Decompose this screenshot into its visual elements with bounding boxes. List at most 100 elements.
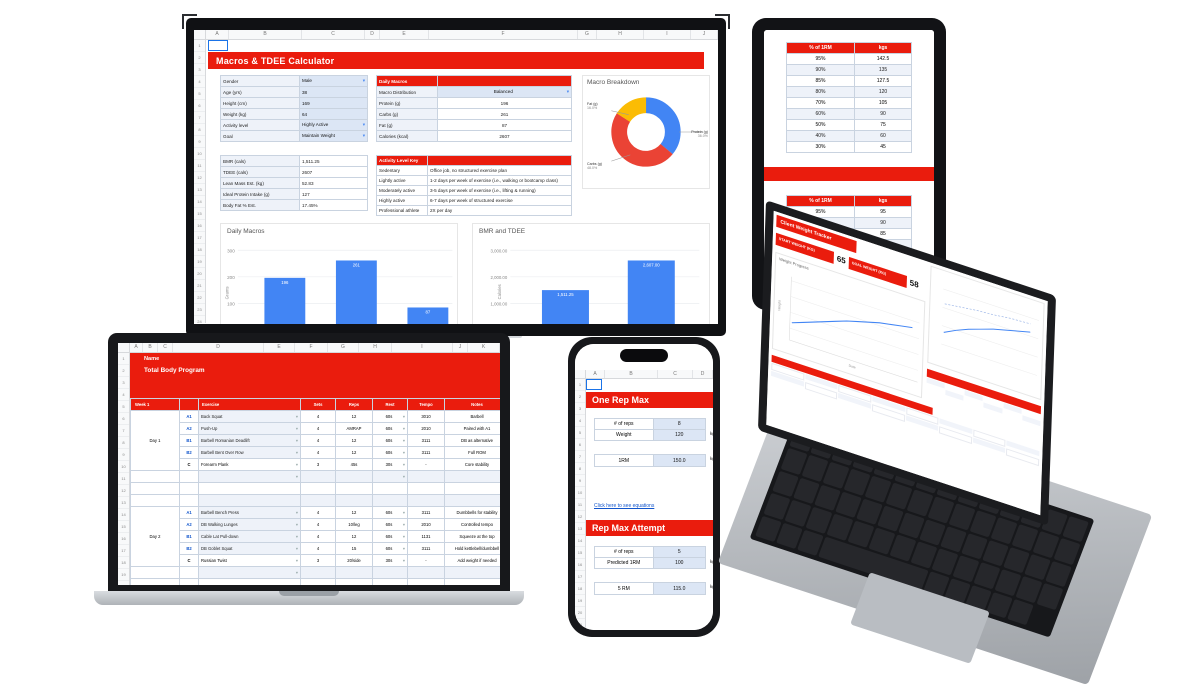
col-G[interactable]: G — [328, 343, 359, 352]
y-axis-label: Calories — [497, 284, 502, 299]
chevron-down-icon[interactable]: ▾ — [362, 133, 365, 138]
col-C[interactable]: C — [158, 343, 173, 352]
table-row[interactable]: Height (cm) 169 — [220, 97, 368, 109]
pie-label-fat: Fat (g) 16.0% — [587, 102, 598, 111]
row-num: 18 — [194, 244, 205, 256]
table-row-blank[interactable] — [130, 578, 500, 585]
col-C[interactable]: C — [658, 370, 693, 378]
table-row[interactable]: Weight 120 — [594, 429, 707, 441]
col-E[interactable]: E — [264, 343, 295, 352]
col-C[interactable]: C — [302, 30, 365, 39]
client-weight-tracker-sheet[interactable]: Client Weight Tracker START WEIGHT (KG) … — [766, 210, 1048, 516]
inputs-table[interactable]: Gender Male ▾ Age (yrs) 38 Height (cm) 169 W… — [220, 75, 368, 142]
table-row[interactable]: A2 DB Walking Lunges ▾ 4 10/leg 60s ▾ 2010 Contr… — [131, 518, 500, 531]
table-row-blank[interactable] — [130, 494, 500, 507]
col-D[interactable]: D — [173, 343, 264, 352]
chevron-down-icon[interactable]: ▾ — [566, 89, 569, 94]
rep-max-attempt-inputs[interactable]: # of reps 5 Predicted 1RM 100 — [594, 546, 707, 569]
table-row[interactable]: B2 DB Goblet Squat ▾ 4 15 60s ▾ 3111 Hold kettle… — [131, 542, 500, 555]
col-G[interactable]: G — [578, 30, 597, 39]
name-label: Name — [130, 353, 500, 364]
col-D[interactable]: D — [365, 30, 380, 39]
col-A[interactable]: A — [206, 30, 229, 39]
chevron-down-icon[interactable]: ▾ — [362, 122, 365, 127]
table-row: 80% 120 — [786, 86, 912, 98]
col-A[interactable]: A — [130, 343, 143, 352]
weight-unit: kgs — [710, 431, 713, 436]
row-num: 2 — [194, 52, 205, 64]
chevron-down-icon[interactable]: ▾ — [362, 78, 365, 83]
table-row-blank[interactable]: ▾ — [130, 566, 500, 579]
col-H[interactable]: H — [597, 30, 644, 39]
table-row[interactable]: # of reps 5 — [594, 546, 707, 558]
table-row[interactable]: Goal Maintain Weight ▾ — [220, 130, 368, 142]
table-row[interactable]: B1 Barbell Romanian Deadlift ▾ 4 12 60s ▾ 3111 D… — [131, 434, 500, 447]
y-axis-label: Grams — [225, 286, 230, 299]
results-table: BMR (cals) 1,511.25 TDEE (cals) 2607 Lean … — [220, 155, 368, 211]
table-row[interactable]: B1 Cable Lat Pull-down ▾ 4 12 60s ▾ 1131 Squeeze… — [131, 530, 500, 543]
col-I[interactable]: I — [392, 343, 453, 352]
table-row[interactable]: C Russian Twist ▾ 3 20/side 30s ▾ - Add weight i… — [131, 554, 500, 567]
table-row[interactable]: Macro Distribution Balanced ▾ — [376, 86, 572, 98]
chevron-down-icon: ▾ — [402, 438, 405, 443]
bmr-tdee-chart: BMR and TDEE 3,000.00 2,000.00 1,000.00 — [472, 223, 710, 324]
col-E[interactable]: E — [380, 30, 429, 39]
table-row: Lightly active 1-2 days per week of exerc… — [376, 175, 572, 186]
table-row[interactable]: Predicted 1RM 100 — [594, 557, 707, 569]
predicted-1rm-unit: kgs — [710, 559, 713, 564]
row-num: 7 — [194, 112, 205, 124]
table-row[interactable]: B2 Barbell Bent Over Row ▾ 4 12 60s ▾ 3111 Full … — [131, 446, 500, 459]
col-A[interactable]: A — [586, 370, 605, 378]
daily-macros-table[interactable]: Daily Macros Macro Distribution Balanced ▾… — [376, 75, 572, 142]
table-row[interactable]: Weight (kg) 64 — [220, 108, 368, 120]
ytick: 2,000.00 — [491, 275, 508, 280]
table-row: Fat (g) 87 — [376, 119, 572, 131]
col-J[interactable]: J — [453, 343, 468, 352]
table-row[interactable]: Gender Male ▾ — [220, 75, 368, 87]
col-J[interactable]: J — [691, 30, 718, 39]
table-row[interactable]: Day 2 A1 Barbell Bench Press ▾ 4 12 60s ▾ 3111 Du… — [130, 506, 500, 567]
col-H[interactable]: H — [359, 343, 392, 352]
chevron-down-icon: ▾ — [402, 426, 405, 431]
col-F[interactable]: F — [429, 30, 578, 39]
col-D[interactable]: D — [693, 370, 713, 378]
row-num: 9 — [194, 136, 205, 148]
row-num: 3 — [194, 64, 205, 76]
table-row: Protein (g) 196 — [376, 97, 572, 109]
section-divider-banner — [764, 167, 934, 181]
table-row-blank[interactable] — [130, 482, 500, 495]
sheet-column-headers[interactable]: A B C D E F G H I J K — [118, 343, 500, 353]
active-cell[interactable] — [586, 379, 602, 390]
table-header-row: Week 1 Exercise Sets Reps Rest Tempo Not… — [130, 398, 500, 411]
program-table[interactable]: Week 1 Exercise Sets Reps Rest Tempo Not… — [130, 398, 500, 585]
active-cell[interactable] — [208, 40, 228, 51]
col-B[interactable]: B — [143, 343, 158, 352]
col-I[interactable]: I — [644, 30, 691, 39]
table-row[interactable]: Age (yrs) 38 — [220, 86, 368, 98]
table-row[interactable]: Activity level Highly Active ▾ — [220, 119, 368, 131]
laptop-base — [94, 591, 524, 605]
ytick: 300 — [227, 248, 235, 253]
sheet-column-headers[interactable]: A B C D E F G H I J — [194, 30, 718, 40]
col-K[interactable]: K — [468, 343, 500, 352]
row-num: 19 — [194, 256, 205, 268]
table-row-blank[interactable]: ▾ ▾ — [130, 470, 500, 483]
one-rep-max-inputs[interactable]: # of reps 8 Weight 120 — [594, 418, 707, 441]
col-B[interactable]: B — [605, 370, 658, 378]
col-F[interactable]: F — [295, 343, 328, 352]
col-B[interactable]: B — [229, 30, 302, 39]
page-title: Macros & TDEE Calculator — [208, 52, 704, 69]
table-row[interactable]: # of reps 8 — [594, 418, 707, 430]
equations-link[interactable]: Click here to see equations — [594, 503, 655, 509]
chart-title-macro-breakdown: Macro Breakdown — [587, 79, 640, 86]
